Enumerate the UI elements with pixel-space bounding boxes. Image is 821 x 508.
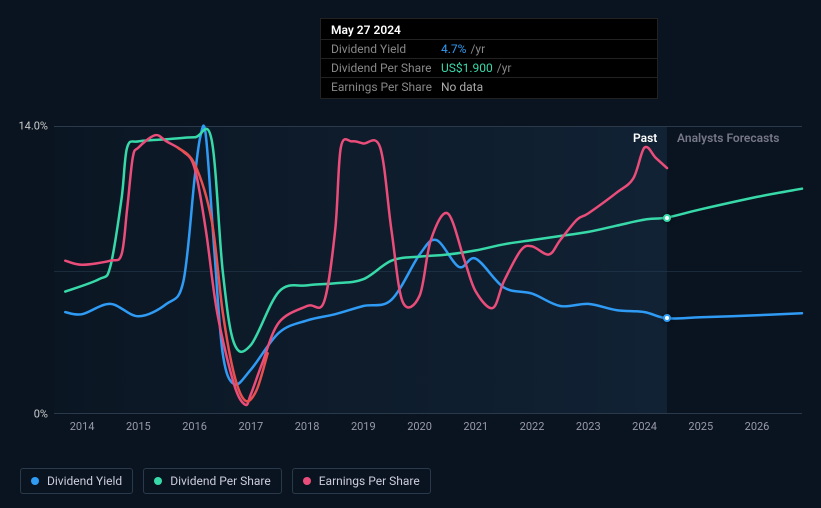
x-axis-label: 2021: [463, 420, 488, 433]
tooltip-nodata: No data: [441, 80, 483, 94]
legend-label: Earnings Per Share: [319, 474, 420, 488]
series-marker: [663, 314, 671, 322]
x-axis-label: 2017: [238, 420, 263, 433]
x-axis-labels: 2014 2015 2016 2017 2018 2019 2020 2021 2022 2023…: [54, 420, 802, 438]
x-axis-label: 2019: [351, 420, 376, 433]
legend-label: Dividend Per Share: [170, 474, 271, 488]
tooltip-label: Dividend Yield: [331, 42, 441, 56]
y-axis-label: 0%: [34, 408, 48, 421]
chart-legend: Dividend Yield Dividend Per Share Earnings…: [20, 468, 431, 494]
chart-plot: PastAnalysts Forecasts: [54, 126, 802, 414]
chart-plot-area[interactable]: PastAnalysts Forecasts 20142015201620172…: [54, 126, 802, 414]
x-axis-label: 2016: [182, 420, 207, 433]
legend-item-dividend-per-share[interactable]: Dividend Per Share: [143, 468, 282, 494]
legend-item-earnings-per-share[interactable]: Earnings Per Share: [292, 468, 431, 494]
tooltip-row: Earnings Per ShareNo data: [321, 77, 657, 96]
y-axis-label: 14.0%: [18, 120, 48, 133]
x-axis-label: 2026: [745, 420, 770, 433]
tooltip-row: Dividend Per ShareUS$1.900/yr: [321, 58, 657, 77]
series-marker: [663, 214, 671, 222]
tooltip-unit: /yr: [470, 42, 485, 56]
chart-container: May 27 2024 Dividend Yield4.7%/yrDividen…: [0, 0, 821, 508]
x-axis-label: 2025: [688, 420, 713, 433]
legend-dot: [303, 477, 311, 485]
x-axis-label: 2022: [520, 420, 545, 433]
legend-label: Dividend Yield: [47, 474, 122, 488]
chart-svg: [54, 127, 802, 415]
x-axis-label: 2020: [407, 420, 432, 433]
tooltip-unit: /yr: [497, 61, 512, 75]
tooltip-label: Dividend Per Share: [331, 61, 441, 75]
tooltip-date: May 27 2024: [331, 23, 401, 37]
legend-dot: [31, 477, 39, 485]
x-axis-label: 2024: [632, 420, 657, 433]
legend-item-dividend-yield[interactable]: Dividend Yield: [20, 468, 133, 494]
legend-dot: [154, 477, 162, 485]
tooltip-value: 4.7%: [441, 42, 466, 56]
x-axis-label: 2018: [295, 420, 320, 433]
tooltip-label: Earnings Per Share: [331, 80, 441, 94]
x-axis-label: 2015: [126, 420, 151, 433]
series-earnings-per-share: [65, 135, 667, 405]
tooltip-row: Dividend Yield4.7% /yr: [321, 39, 657, 58]
x-axis-label: 2023: [576, 420, 601, 433]
tooltip-value: US$1.900: [441, 61, 493, 75]
x-axis-label: 2014: [70, 420, 95, 433]
chart-tooltip: May 27 2024 Dividend Yield4.7%/yrDividen…: [320, 18, 658, 99]
